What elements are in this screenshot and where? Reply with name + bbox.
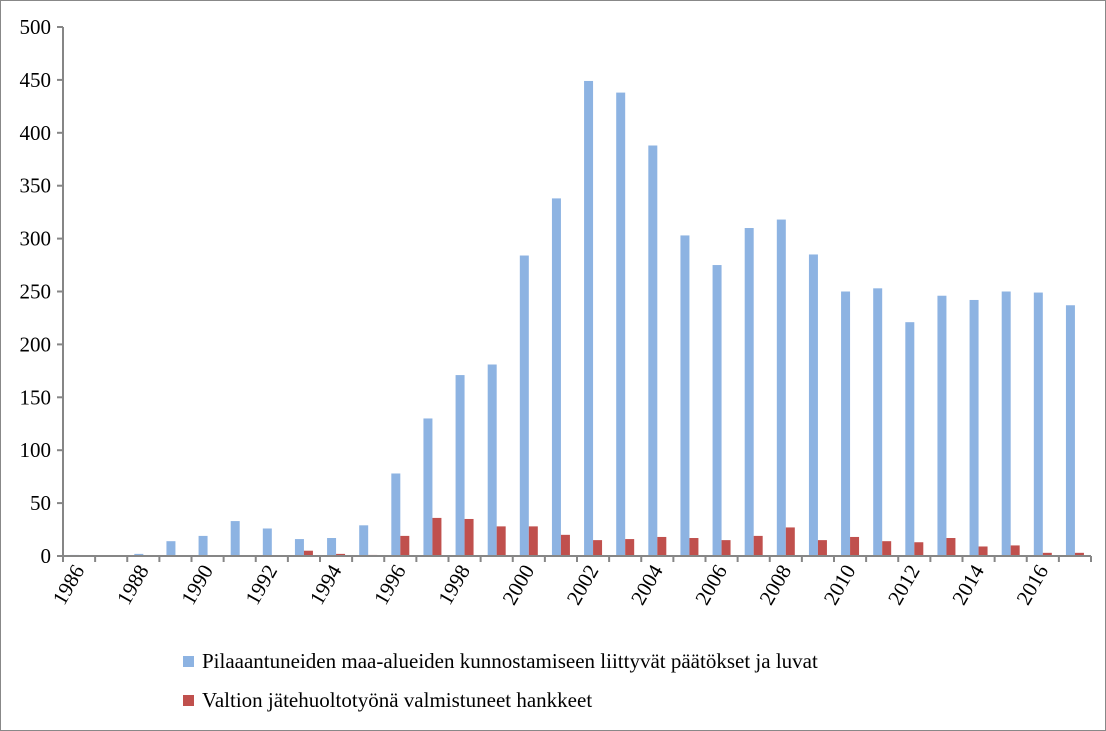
x-tick-label: 1988 xyxy=(112,561,154,609)
bar-series-1-1988 xyxy=(134,553,144,556)
bar-series-2-2011 xyxy=(882,541,892,556)
x-tick-label: 2012 xyxy=(883,561,925,609)
y-tick-label: 450 xyxy=(20,68,52,92)
bar-series-1-1991 xyxy=(230,521,240,556)
x-tick-label: 2008 xyxy=(754,561,796,609)
bar-series-2-1998 xyxy=(464,518,474,556)
x-tick-label: 2014 xyxy=(947,560,989,609)
legend-item-series-2: Valtion jätehuoltotyönä valmistuneet han… xyxy=(183,688,592,713)
bar-series-2-1999 xyxy=(496,526,506,556)
x-tick-label: 1996 xyxy=(369,561,411,609)
legend-swatch-series-2 xyxy=(183,695,194,706)
bar-series-1-2004 xyxy=(648,145,658,556)
bar-series-1-2012 xyxy=(905,322,915,556)
bar-series-2-2005 xyxy=(689,538,699,556)
bar-series-1-2016 xyxy=(1033,292,1043,556)
bar-series-1-2002 xyxy=(584,80,594,556)
bar-series-1-2001 xyxy=(551,198,561,556)
bar-series-1-1995 xyxy=(359,525,369,556)
x-tick-label: 1994 xyxy=(305,560,347,609)
bar-series-2-2010 xyxy=(850,536,860,556)
legend-swatch-series-1 xyxy=(183,656,194,667)
bar-series-1-2000 xyxy=(519,255,529,556)
bar-series-1-2008 xyxy=(776,219,786,556)
bar-series-1-2015 xyxy=(1001,291,1011,556)
y-tick-label: 200 xyxy=(20,332,52,356)
bar-series-1-1992 xyxy=(262,528,272,556)
y-tick-label: 350 xyxy=(20,174,52,198)
bar-series-2-2007 xyxy=(753,535,763,556)
x-tick-label: 1986 xyxy=(48,561,90,609)
bar-series-1-1989 xyxy=(166,541,176,556)
bar-series-1-1994 xyxy=(327,538,337,556)
bar-series-1-2014 xyxy=(969,299,979,556)
bar-series-2-1994 xyxy=(336,553,346,556)
y-tick-label: 300 xyxy=(20,227,52,251)
x-tick-label: 2010 xyxy=(819,561,861,609)
bar-series-1-1999 xyxy=(487,364,497,556)
bar-series-2-2009 xyxy=(817,540,827,556)
legend-label-series-1: Pilaaantuneiden maa-alueiden kunnostamis… xyxy=(202,649,818,673)
x-tick-label: 2002 xyxy=(562,561,604,609)
bar-series-2-2000 xyxy=(528,526,538,556)
bar-series-1-1990 xyxy=(198,535,208,556)
bar-series-2-2012 xyxy=(914,542,924,556)
bar-series-2-2002 xyxy=(593,540,603,556)
bar-series-1-2003 xyxy=(616,92,626,556)
bar-series-1-1996 xyxy=(391,473,401,556)
bar-series-2-2016 xyxy=(1042,552,1052,556)
y-tick-label: 150 xyxy=(20,385,52,409)
bar-series-1-1998 xyxy=(455,375,465,556)
y-tick-label: 400 xyxy=(20,121,52,145)
x-tick-label: 1990 xyxy=(176,561,218,609)
bar-series-1-2006 xyxy=(712,265,722,556)
bar-series-2-2008 xyxy=(785,527,795,556)
bar-series-2-1996 xyxy=(400,535,410,556)
bar-series-1-2017 xyxy=(1065,305,1075,556)
bar-series-2-2017 xyxy=(1074,552,1084,556)
bar-series-2-2003 xyxy=(625,539,635,556)
bar-series-1-1997 xyxy=(423,418,433,556)
bar-series-2-2004 xyxy=(657,536,667,556)
bar-series-1-2009 xyxy=(808,254,818,556)
bar-series-2-2013 xyxy=(946,538,956,556)
bar-series-1-2013 xyxy=(937,295,947,556)
y-tick-label: 250 xyxy=(20,280,52,304)
y-tick-label: 0 xyxy=(41,544,52,568)
x-tick-label: 2004 xyxy=(626,560,668,609)
legend-label-series-2: Valtion jätehuoltotyönä valmistuneet han… xyxy=(202,688,593,712)
bar-series-2-2014 xyxy=(978,546,988,556)
bar-series-1-2010 xyxy=(841,291,851,556)
bar-series-1-1993 xyxy=(294,539,304,556)
bar-series-2-2001 xyxy=(560,534,570,556)
y-tick-label: 50 xyxy=(30,491,51,515)
x-tick-label: 2000 xyxy=(497,561,539,609)
x-tick-label: 2006 xyxy=(690,561,732,609)
bar-series-1-2011 xyxy=(873,288,883,556)
bar-series-2-1993 xyxy=(303,550,313,556)
y-tick-label: 500 xyxy=(20,15,52,39)
x-tick-label: 1992 xyxy=(240,561,282,609)
bar-series-2-2015 xyxy=(1010,545,1020,556)
x-tick-label: 2016 xyxy=(1011,561,1053,609)
bar-series-1-2005 xyxy=(680,235,690,556)
bar-series-2-2006 xyxy=(721,540,731,556)
legend-item-series-1: Pilaaantuneiden maa-alueiden kunnostamis… xyxy=(183,649,818,674)
bar-chart: 0 50 100 150 200 250 300 350 400 450 500 1986 1988 19… xyxy=(20,15,1092,609)
bar-series-2-1997 xyxy=(432,517,442,556)
bar-series-1-2007 xyxy=(744,228,754,556)
y-tick-label: 100 xyxy=(20,438,52,462)
x-tick-label: 1998 xyxy=(433,561,475,609)
